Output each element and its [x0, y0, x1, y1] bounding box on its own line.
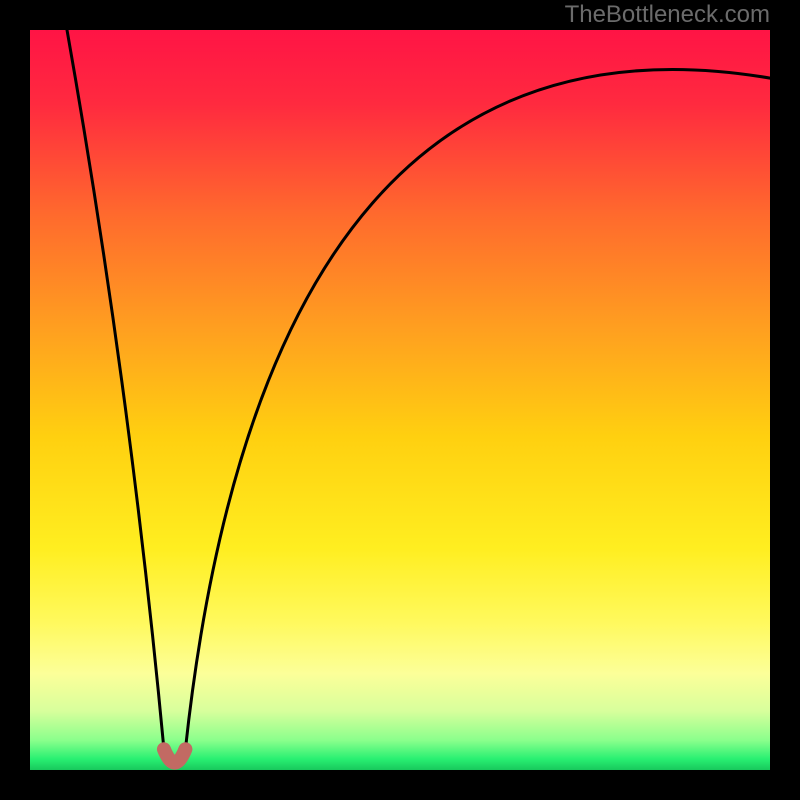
- plot-background: [30, 30, 770, 770]
- watermark-text: TheBottleneck.com: [565, 1, 770, 28]
- bottleneck-chart: TheBottleneck.com: [0, 0, 800, 800]
- chart-svg: TheBottleneck.com: [0, 0, 800, 800]
